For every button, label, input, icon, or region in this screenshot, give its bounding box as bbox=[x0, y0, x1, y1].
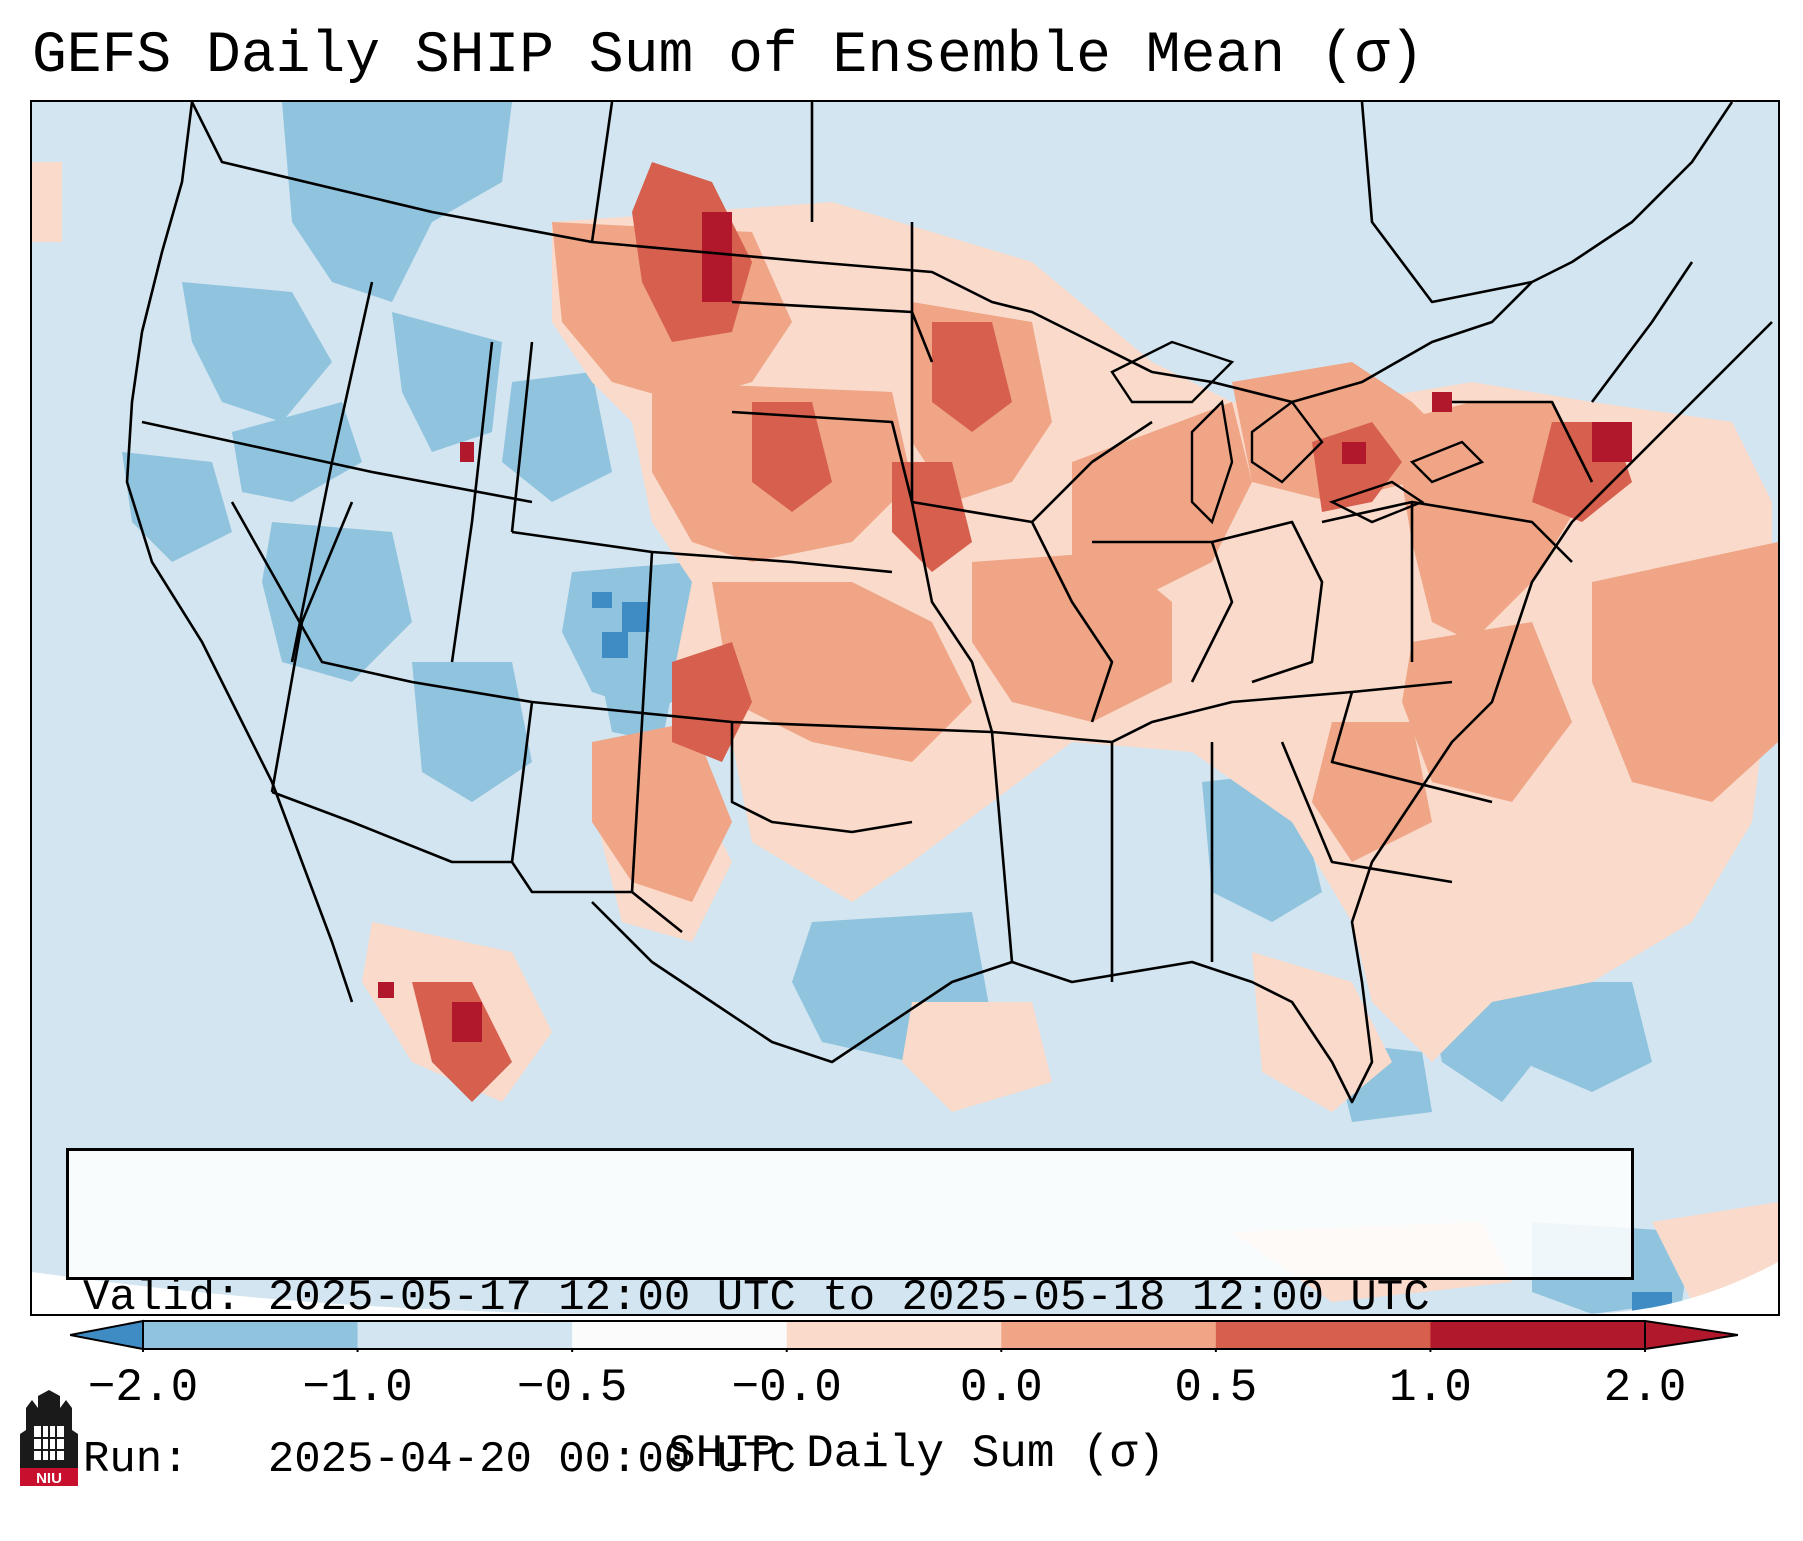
colorbar-outline bbox=[142, 1320, 1646, 1350]
colorbar-segment bbox=[357, 1321, 573, 1349]
map-panel bbox=[30, 100, 1780, 1316]
colorbar-segment bbox=[1430, 1321, 1646, 1349]
valid-time-text: Valid: 2025-05-17 12:00 UTC to 2025-05-1… bbox=[83, 1273, 1430, 1323]
colorbar-tick-label: −2.0 bbox=[87, 1362, 199, 1414]
valid-run-info-box: Valid: 2025-05-17 12:00 UTC to 2025-05-1… bbox=[66, 1148, 1634, 1485]
domain-edge-right bbox=[1582, 1262, 1778, 1314]
strong-negative-anomaly-areas bbox=[592, 592, 1672, 1314]
colorbar-tick-label: −0.0 bbox=[731, 1362, 842, 1414]
great-lakes bbox=[1110, 340, 1485, 525]
colorbar-segment bbox=[786, 1321, 1002, 1349]
domain-edge bbox=[32, 1272, 632, 1314]
boundary-lines bbox=[125, 102, 1773, 1104]
colorbar-segments bbox=[70, 1319, 1738, 1352]
colorbar-segment bbox=[143, 1321, 359, 1349]
logo-text: NIU bbox=[36, 1470, 62, 1486]
page-title: GEFS Daily SHIP Sum of Ensemble Mean (σ) bbox=[32, 24, 1425, 89]
colorbar-tick-label: 2.0 bbox=[1603, 1362, 1687, 1414]
niu-tower-logo-icon: NIU bbox=[20, 1390, 78, 1486]
colorbar-segment bbox=[572, 1321, 788, 1349]
colorbar-tick-label: 0.5 bbox=[1174, 1362, 1258, 1414]
colorbar-extend-high bbox=[1644, 1319, 1738, 1351]
colorbar-tick-label: 0.0 bbox=[959, 1362, 1043, 1414]
colorbar-extend-low bbox=[70, 1319, 144, 1351]
run-time-text: Run: 2025-04-20 00:00 UTC bbox=[83, 1435, 796, 1485]
colorbar-tick-label: 1.0 bbox=[1389, 1362, 1472, 1414]
very-strong-positive-anomaly-areas bbox=[378, 212, 1632, 1042]
colorbar-tick-label: −0.5 bbox=[516, 1362, 628, 1414]
map-canvas bbox=[32, 102, 1778, 1314]
colorbar-segment bbox=[1001, 1321, 1217, 1349]
colorbar-ticks: −2.0 −1.0 −0.5 −0.0 0.0 0.5 1.0 2.0 bbox=[0, 1362, 1803, 1422]
colorbar-tick-label: −1.0 bbox=[302, 1362, 413, 1414]
colorbar-segment bbox=[1215, 1321, 1431, 1349]
colorbar bbox=[70, 1319, 1738, 1352]
colorbar-label: SHIP Daily Sum (σ) bbox=[668, 1428, 1165, 1480]
